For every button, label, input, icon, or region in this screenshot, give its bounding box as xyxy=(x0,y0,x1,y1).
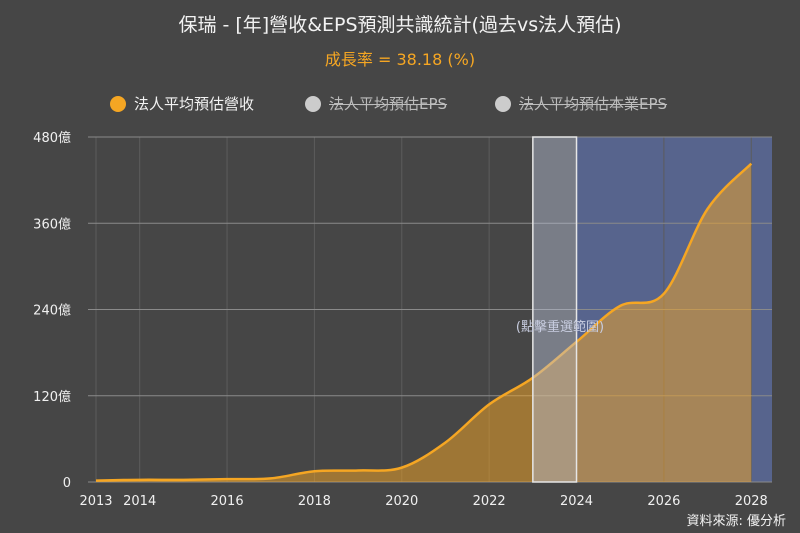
chart-title: 保瑞 - [年]營收&EPS預測共識統計(過去vs法人預估) xyxy=(178,14,622,36)
y-tick-label: 480億 xyxy=(33,130,71,146)
x-tick-label: 2013 xyxy=(79,494,112,509)
legend-dot-icon xyxy=(110,95,126,112)
legend-dot-icon xyxy=(305,95,321,112)
x-tick-label: 2014 xyxy=(123,494,156,509)
zoom-hint: (點擊重選範圍) xyxy=(516,319,604,335)
x-tick-label: 2024 xyxy=(560,494,593,509)
y-tick-label: 240億 xyxy=(33,303,71,319)
legend-label: 法人平均預估EPS xyxy=(329,95,448,113)
legend-item-core-eps[interactable]: 法人平均預估本業EPS xyxy=(495,93,667,114)
x-tick-label: 2018 xyxy=(298,494,331,509)
x-tick-label: 2022 xyxy=(473,494,506,509)
legend-label: 法人平均預估營收 xyxy=(134,95,255,113)
legend: 法人平均預估營收 法人平均預估EPS 法人平均預估本業EPS xyxy=(0,93,800,117)
x-tick-label: 2026 xyxy=(647,494,680,509)
legend-dot-icon xyxy=(495,95,511,112)
x-tick-label: 2028 xyxy=(735,494,768,509)
forecast-band xyxy=(576,137,772,482)
series-area-revenue xyxy=(96,163,752,482)
x-tick-label: 2020 xyxy=(385,494,418,509)
series-line-revenue xyxy=(95,162,753,482)
growth-rate: 成長率 = 38.18 (%) xyxy=(324,50,476,69)
x-tick-label: 2016 xyxy=(211,494,244,509)
legend-item-revenue[interactable]: 法人平均預估營收 xyxy=(110,93,254,114)
y-tick-label: 360億 xyxy=(33,216,71,232)
y-tick-label: 120億 xyxy=(33,389,71,405)
data-source: 資料來源: 優分析 xyxy=(686,514,786,529)
legend-item-eps[interactable]: 法人平均預估EPS xyxy=(305,93,447,114)
y-tick-label: 0 xyxy=(63,476,71,491)
legend-label: 法人平均預估本業EPS xyxy=(519,95,668,113)
selection-range xyxy=(532,136,578,483)
plot-background xyxy=(88,137,772,482)
